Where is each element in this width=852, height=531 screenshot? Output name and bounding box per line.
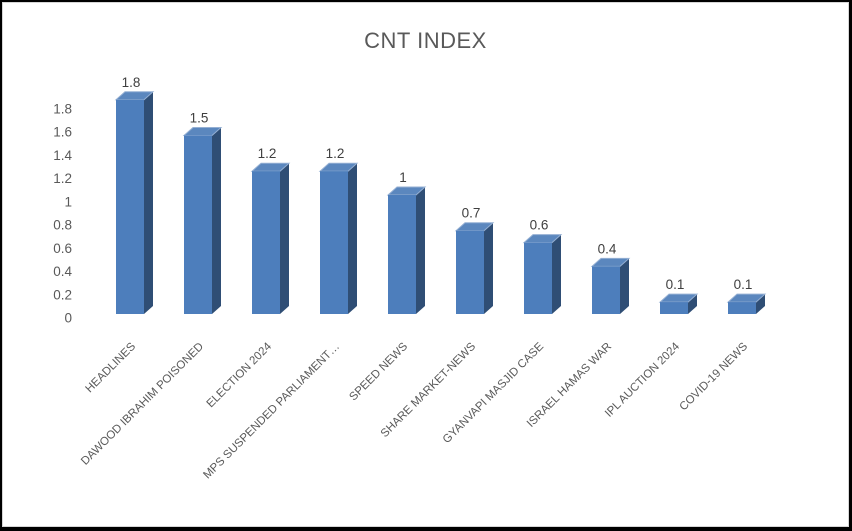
bar-value-label: 1.5 [190, 111, 209, 126]
bar [592, 266, 620, 314]
x-axis-category-label: COVID-19 NEWS [677, 340, 750, 413]
bar-side-face [416, 187, 425, 314]
bar [456, 230, 484, 314]
y-axis-tick-label: 1.4 [53, 148, 72, 163]
bar-value-label: 1.8 [122, 75, 141, 90]
y-axis-tick-label: 0 [64, 311, 72, 326]
bar-side-face [348, 163, 357, 314]
bar-side-face [756, 294, 765, 314]
bar-side-face [620, 258, 629, 314]
bar-side-face [212, 127, 221, 314]
bar-value-label: 1 [399, 170, 407, 185]
bar [524, 242, 552, 314]
bar-side-face [484, 222, 493, 314]
x-axis-category-label: ELECTION 2024 [205, 340, 275, 410]
bar-side-face [688, 294, 697, 314]
chart-title: CNT INDEX [364, 28, 487, 53]
y-axis-tick-label: 1 [64, 194, 72, 209]
bar [116, 99, 144, 314]
bar [252, 171, 280, 314]
y-axis-tick-label: 0.4 [53, 264, 72, 279]
y-axis-tick-label: 0.8 [53, 218, 72, 233]
bar-value-label: 0.1 [666, 277, 685, 292]
x-axis-category-label: MPS SUSPENDED PARLIAMENT… [201, 341, 342, 482]
y-axis-tick-label: 1.8 [53, 102, 72, 117]
bar [320, 171, 348, 314]
x-axis-category-label: SPEED NEWS [347, 340, 410, 403]
bar [660, 302, 688, 314]
y-axis-tick-label: 0.2 [53, 287, 72, 302]
bar-side-face [552, 234, 561, 314]
y-axis-tick-label: 0.6 [53, 241, 72, 256]
bar-side-face [144, 91, 153, 314]
bar-value-label: 0.6 [530, 218, 549, 233]
bar-value-label: 0.4 [598, 241, 617, 256]
x-axis-category-label: DAWOOD IBRAHIM POISONED [79, 341, 206, 468]
bar [184, 135, 212, 314]
x-axis-category-label: IPL AUCTION 2024 [603, 340, 683, 420]
bar-value-label: 1.2 [326, 146, 345, 161]
y-axis-tick-label: 1.2 [53, 171, 72, 186]
bar-value-label: 1.2 [258, 146, 277, 161]
y-axis-tick-label: 1.6 [53, 125, 72, 140]
bar-side-face [280, 163, 289, 314]
x-axis-category-label: HEADLINES [84, 340, 139, 395]
bar-plot: 1.8 1.6 1.4 1.2 1 0.8 0.6 0.4 0.2 0 1.8 HEADLINES 1.… [53, 75, 767, 482]
bar [388, 195, 416, 314]
bar-value-label: 0.1 [734, 277, 753, 292]
bar-value-label: 0.7 [462, 206, 481, 221]
bar [728, 302, 756, 314]
